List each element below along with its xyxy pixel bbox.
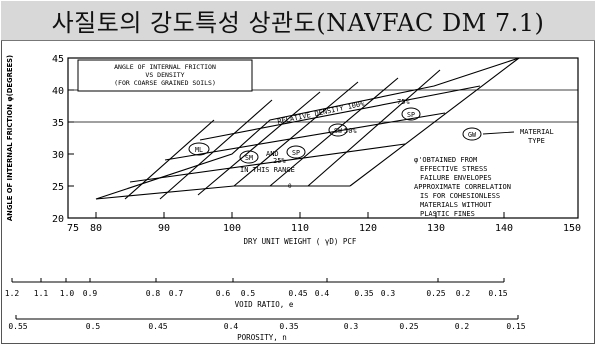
void-ratio-tick: 0.45	[288, 289, 307, 298]
note-line: φ'OBTAINED FROM	[414, 156, 477, 164]
void-ratio-tick: 0.8	[146, 289, 161, 298]
note-line: IS FOR COHESIONLESS	[420, 192, 500, 200]
note-line: FAILURE ENVELOPES	[420, 174, 492, 182]
x-axis-title: DRY UNIT WEIGHT ( γD) PCF	[244, 237, 357, 246]
material-type-pointer	[482, 131, 515, 135]
soil-label-sp: SP	[292, 149, 300, 157]
y-tick-label: 25	[52, 182, 64, 193]
void-ratio-tick: 0.9	[83, 289, 98, 298]
soil-label-sw: SW	[334, 127, 342, 135]
void-ratio-tick: 1.0	[60, 289, 75, 298]
note-line: MATERIALS WITHOUT	[420, 201, 492, 209]
material-type-line: MATERIAL	[520, 128, 554, 136]
void-ratio-tick: 0.6	[216, 289, 231, 298]
void-ratio-scale	[11, 278, 505, 283]
void-ratio-tick: 0.3	[381, 289, 396, 298]
y-tick-label: 35	[52, 118, 64, 129]
porosity-tick: 0.3	[344, 322, 359, 331]
porosity-tick: 0.4	[224, 322, 239, 331]
plot-area	[67, 57, 579, 219]
void-ratio-tick: 0.2	[456, 289, 471, 298]
porosity-tick: 0.25	[399, 322, 418, 331]
density-75-label: 75%	[397, 98, 410, 106]
porosity-scale	[15, 315, 519, 320]
x-tick-label: 140	[495, 223, 513, 234]
porosity-tick: 0.15	[506, 322, 525, 331]
void-ratio-tick: 0.25	[426, 289, 445, 298]
soil-label-gw: GW	[468, 131, 476, 139]
porosity-tick: 0.45	[148, 322, 167, 331]
small-zero-label: 0	[288, 183, 292, 190]
density-25-label: 25%	[273, 157, 286, 165]
horizontal-gridlines	[68, 89, 578, 123]
x-tick-label: 75	[67, 223, 79, 234]
figure-title: 사질토의 강도특성 상관도(NAVFAC DM 7.1)	[51, 9, 545, 37]
x-tick-label: 130	[427, 223, 445, 234]
porosity-tick: 0.5	[86, 322, 101, 331]
x-tick-label: 90	[158, 223, 170, 234]
correlation-lines	[95, 57, 520, 200]
void-ratio-tick: 0.7	[169, 289, 184, 298]
x-tick-label: 120	[359, 223, 377, 234]
void-ratio-tick: 0.15	[488, 289, 507, 298]
y-tick-label: 45	[52, 54, 64, 65]
x-tick-label: 100	[223, 223, 241, 234]
void-ratio-tick: 1.1	[34, 289, 49, 298]
and-label: AND	[266, 150, 279, 158]
x-ticks	[95, 212, 505, 218]
y-ticks	[68, 57, 74, 187]
chart-title-line: VS DENSITY	[145, 71, 184, 79]
porosity-tick: 0.55	[8, 322, 27, 331]
void-ratio-label: VOID RATIO, e	[235, 300, 294, 309]
x-tick-label: 80	[90, 223, 102, 234]
void-ratio-tick: 0.5	[241, 289, 256, 298]
soil-markers	[188, 107, 482, 164]
density-50-label: 50%	[344, 127, 357, 135]
note-line: APPROXIMATE CORRELATION	[414, 183, 511, 191]
soil-label-sm: SM	[245, 154, 253, 162]
soil-label-sp: SP	[407, 111, 415, 119]
porosity-tick: 0.35	[279, 322, 298, 331]
material-type-line: TYPE	[528, 137, 545, 145]
in-this-range-label: IN THIS RANGE	[240, 166, 295, 174]
chart-title-line: ANGLE OF INTERNAL FRICTION	[114, 63, 216, 71]
x-tick-label: 110	[291, 223, 309, 234]
x-tick-label: 150	[563, 223, 581, 234]
y-tick-label: 20	[52, 214, 64, 225]
soil-label-ml: ML	[195, 146, 203, 154]
y-axis-title: ANGLE OF INTERNAL FRICTION φ(DEGREES)	[6, 55, 14, 221]
note-line: PLASTIC FINES	[420, 210, 475, 218]
porosity-tick: 0.2	[455, 322, 470, 331]
void-ratio-tick: 0.35	[354, 289, 373, 298]
y-tick-label: 30	[52, 150, 64, 161]
note-line: EFFECTIVE STRESS	[420, 165, 487, 173]
void-ratio-tick: 0.4	[315, 289, 330, 298]
figure-header: 사질토의 강도특성 상관도(NAVFAC DM 7.1)	[1, 1, 595, 41]
y-tick-label: 40	[52, 86, 64, 97]
porosity-label: POROSITY, n	[237, 333, 287, 342]
chart-title-box	[77, 59, 253, 92]
chart-title-line: (FOR COARSE GRAINED SOILS)	[114, 79, 216, 87]
void-ratio-tick: 1.2	[5, 289, 20, 298]
